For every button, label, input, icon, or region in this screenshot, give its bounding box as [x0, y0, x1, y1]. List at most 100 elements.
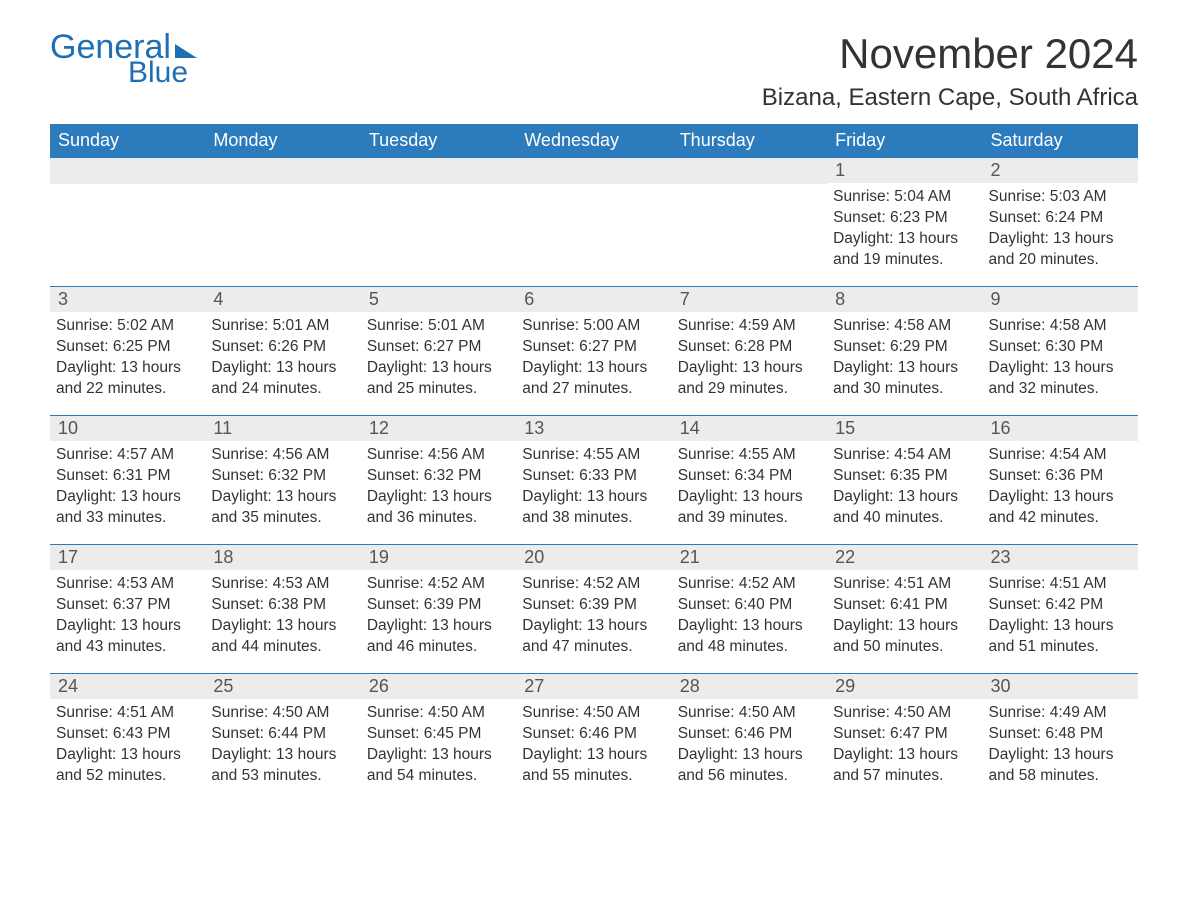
empty-day	[205, 158, 360, 184]
sunrise-text: Sunrise: 5:00 AM	[522, 316, 665, 337]
day-number: 22	[827, 545, 982, 570]
daylight-text: Daylight: 13 hours and 47 minutes.	[522, 616, 665, 658]
daylight-text: Daylight: 13 hours and 19 minutes.	[833, 229, 976, 271]
calendar-cell: 18Sunrise: 4:53 AMSunset: 6:38 PMDayligh…	[205, 545, 360, 673]
sunset-text: Sunset: 6:32 PM	[367, 466, 510, 487]
calendar-cell: 24Sunrise: 4:51 AMSunset: 6:43 PMDayligh…	[50, 674, 205, 802]
day-details: Sunrise: 4:53 AMSunset: 6:37 PMDaylight:…	[50, 570, 205, 658]
sunset-text: Sunset: 6:32 PM	[211, 466, 354, 487]
calendar-cell: 23Sunrise: 4:51 AMSunset: 6:42 PMDayligh…	[983, 545, 1138, 673]
sunrise-text: Sunrise: 4:53 AM	[56, 574, 199, 595]
day-number: 4	[205, 287, 360, 312]
sunrise-text: Sunrise: 4:51 AM	[56, 703, 199, 724]
day-details: Sunrise: 4:54 AMSunset: 6:36 PMDaylight:…	[983, 441, 1138, 529]
sunset-text: Sunset: 6:47 PM	[833, 724, 976, 745]
sunrise-text: Sunrise: 4:57 AM	[56, 445, 199, 466]
calendar-cell: 4Sunrise: 5:01 AMSunset: 6:26 PMDaylight…	[205, 287, 360, 415]
sunset-text: Sunset: 6:33 PM	[522, 466, 665, 487]
day-number: 24	[50, 674, 205, 699]
daylight-text: Daylight: 13 hours and 46 minutes.	[367, 616, 510, 658]
calendar-cell: 14Sunrise: 4:55 AMSunset: 6:34 PMDayligh…	[672, 416, 827, 544]
calendar-cell: 25Sunrise: 4:50 AMSunset: 6:44 PMDayligh…	[205, 674, 360, 802]
sunset-text: Sunset: 6:48 PM	[989, 724, 1132, 745]
calendar-cell: 3Sunrise: 5:02 AMSunset: 6:25 PMDaylight…	[50, 287, 205, 415]
sunrise-text: Sunrise: 4:50 AM	[522, 703, 665, 724]
daylight-text: Daylight: 13 hours and 57 minutes.	[833, 745, 976, 787]
day-details: Sunrise: 4:50 AMSunset: 6:46 PMDaylight:…	[672, 699, 827, 787]
sunset-text: Sunset: 6:43 PM	[56, 724, 199, 745]
weekday-heading: Thursday	[672, 124, 827, 157]
sunrise-text: Sunrise: 4:56 AM	[211, 445, 354, 466]
sunrise-text: Sunrise: 4:52 AM	[522, 574, 665, 595]
sunset-text: Sunset: 6:44 PM	[211, 724, 354, 745]
sunrise-text: Sunrise: 4:59 AM	[678, 316, 821, 337]
calendar-cell: 16Sunrise: 4:54 AMSunset: 6:36 PMDayligh…	[983, 416, 1138, 544]
calendar-cell: 29Sunrise: 4:50 AMSunset: 6:47 PMDayligh…	[827, 674, 982, 802]
daylight-text: Daylight: 13 hours and 24 minutes.	[211, 358, 354, 400]
day-number: 11	[205, 416, 360, 441]
sunset-text: Sunset: 6:39 PM	[522, 595, 665, 616]
day-details: Sunrise: 4:57 AMSunset: 6:31 PMDaylight:…	[50, 441, 205, 529]
calendar-cell: 20Sunrise: 4:52 AMSunset: 6:39 PMDayligh…	[516, 545, 671, 673]
day-details: Sunrise: 4:55 AMSunset: 6:33 PMDaylight:…	[516, 441, 671, 529]
calendar-cell	[205, 158, 360, 286]
sunrise-text: Sunrise: 4:51 AM	[989, 574, 1132, 595]
sunrise-text: Sunrise: 5:03 AM	[989, 187, 1132, 208]
calendar-cell: 27Sunrise: 4:50 AMSunset: 6:46 PMDayligh…	[516, 674, 671, 802]
weekday-heading: Tuesday	[361, 124, 516, 157]
sunset-text: Sunset: 6:39 PM	[367, 595, 510, 616]
sunset-text: Sunset: 6:30 PM	[989, 337, 1132, 358]
calendar-week: 3Sunrise: 5:02 AMSunset: 6:25 PMDaylight…	[50, 286, 1138, 415]
sunset-text: Sunset: 6:31 PM	[56, 466, 199, 487]
sunrise-text: Sunrise: 4:52 AM	[367, 574, 510, 595]
sunrise-text: Sunrise: 4:55 AM	[678, 445, 821, 466]
daylight-text: Daylight: 13 hours and 53 minutes.	[211, 745, 354, 787]
calendar-cell	[516, 158, 671, 286]
day-details: Sunrise: 4:50 AMSunset: 6:45 PMDaylight:…	[361, 699, 516, 787]
sunset-text: Sunset: 6:24 PM	[989, 208, 1132, 229]
calendar-cell: 30Sunrise: 4:49 AMSunset: 6:48 PMDayligh…	[983, 674, 1138, 802]
location-subtitle: Bizana, Eastern Cape, South Africa	[762, 84, 1138, 112]
calendar-week: 10Sunrise: 4:57 AMSunset: 6:31 PMDayligh…	[50, 415, 1138, 544]
sunrise-text: Sunrise: 4:50 AM	[367, 703, 510, 724]
daylight-text: Daylight: 13 hours and 20 minutes.	[989, 229, 1132, 271]
calendar-cell: 5Sunrise: 5:01 AMSunset: 6:27 PMDaylight…	[361, 287, 516, 415]
sunrise-text: Sunrise: 4:51 AM	[833, 574, 976, 595]
daylight-text: Daylight: 13 hours and 30 minutes.	[833, 358, 976, 400]
day-details: Sunrise: 4:56 AMSunset: 6:32 PMDaylight:…	[361, 441, 516, 529]
day-details: Sunrise: 4:51 AMSunset: 6:41 PMDaylight:…	[827, 570, 982, 658]
daylight-text: Daylight: 13 hours and 42 minutes.	[989, 487, 1132, 529]
day-details: Sunrise: 5:00 AMSunset: 6:27 PMDaylight:…	[516, 312, 671, 400]
brand-logo: General Blue	[50, 30, 197, 88]
day-number: 19	[361, 545, 516, 570]
sunset-text: Sunset: 6:26 PM	[211, 337, 354, 358]
weekday-heading: Friday	[827, 124, 982, 157]
calendar: Sunday Monday Tuesday Wednesday Thursday…	[50, 124, 1138, 802]
calendar-cell: 19Sunrise: 4:52 AMSunset: 6:39 PMDayligh…	[361, 545, 516, 673]
sunrise-text: Sunrise: 5:04 AM	[833, 187, 976, 208]
day-details: Sunrise: 5:01 AMSunset: 6:26 PMDaylight:…	[205, 312, 360, 400]
daylight-text: Daylight: 13 hours and 56 minutes.	[678, 745, 821, 787]
daylight-text: Daylight: 13 hours and 51 minutes.	[989, 616, 1132, 658]
day-number: 21	[672, 545, 827, 570]
sunrise-text: Sunrise: 4:52 AM	[678, 574, 821, 595]
daylight-text: Daylight: 13 hours and 35 minutes.	[211, 487, 354, 529]
day-details: Sunrise: 5:04 AMSunset: 6:23 PMDaylight:…	[827, 183, 982, 271]
calendar-cell: 17Sunrise: 4:53 AMSunset: 6:37 PMDayligh…	[50, 545, 205, 673]
day-number: 2	[983, 158, 1138, 183]
daylight-text: Daylight: 13 hours and 43 minutes.	[56, 616, 199, 658]
weekday-heading: Wednesday	[516, 124, 671, 157]
day-number: 8	[827, 287, 982, 312]
day-details: Sunrise: 4:55 AMSunset: 6:34 PMDaylight:…	[672, 441, 827, 529]
day-details: Sunrise: 5:03 AMSunset: 6:24 PMDaylight:…	[983, 183, 1138, 271]
day-details: Sunrise: 4:52 AMSunset: 6:39 PMDaylight:…	[361, 570, 516, 658]
calendar-cell: 9Sunrise: 4:58 AMSunset: 6:30 PMDaylight…	[983, 287, 1138, 415]
day-number: 9	[983, 287, 1138, 312]
sunset-text: Sunset: 6:28 PM	[678, 337, 821, 358]
sunset-text: Sunset: 6:42 PM	[989, 595, 1132, 616]
daylight-text: Daylight: 13 hours and 29 minutes.	[678, 358, 821, 400]
sunset-text: Sunset: 6:46 PM	[522, 724, 665, 745]
sunrise-text: Sunrise: 4:58 AM	[989, 316, 1132, 337]
sunset-text: Sunset: 6:23 PM	[833, 208, 976, 229]
day-number: 16	[983, 416, 1138, 441]
